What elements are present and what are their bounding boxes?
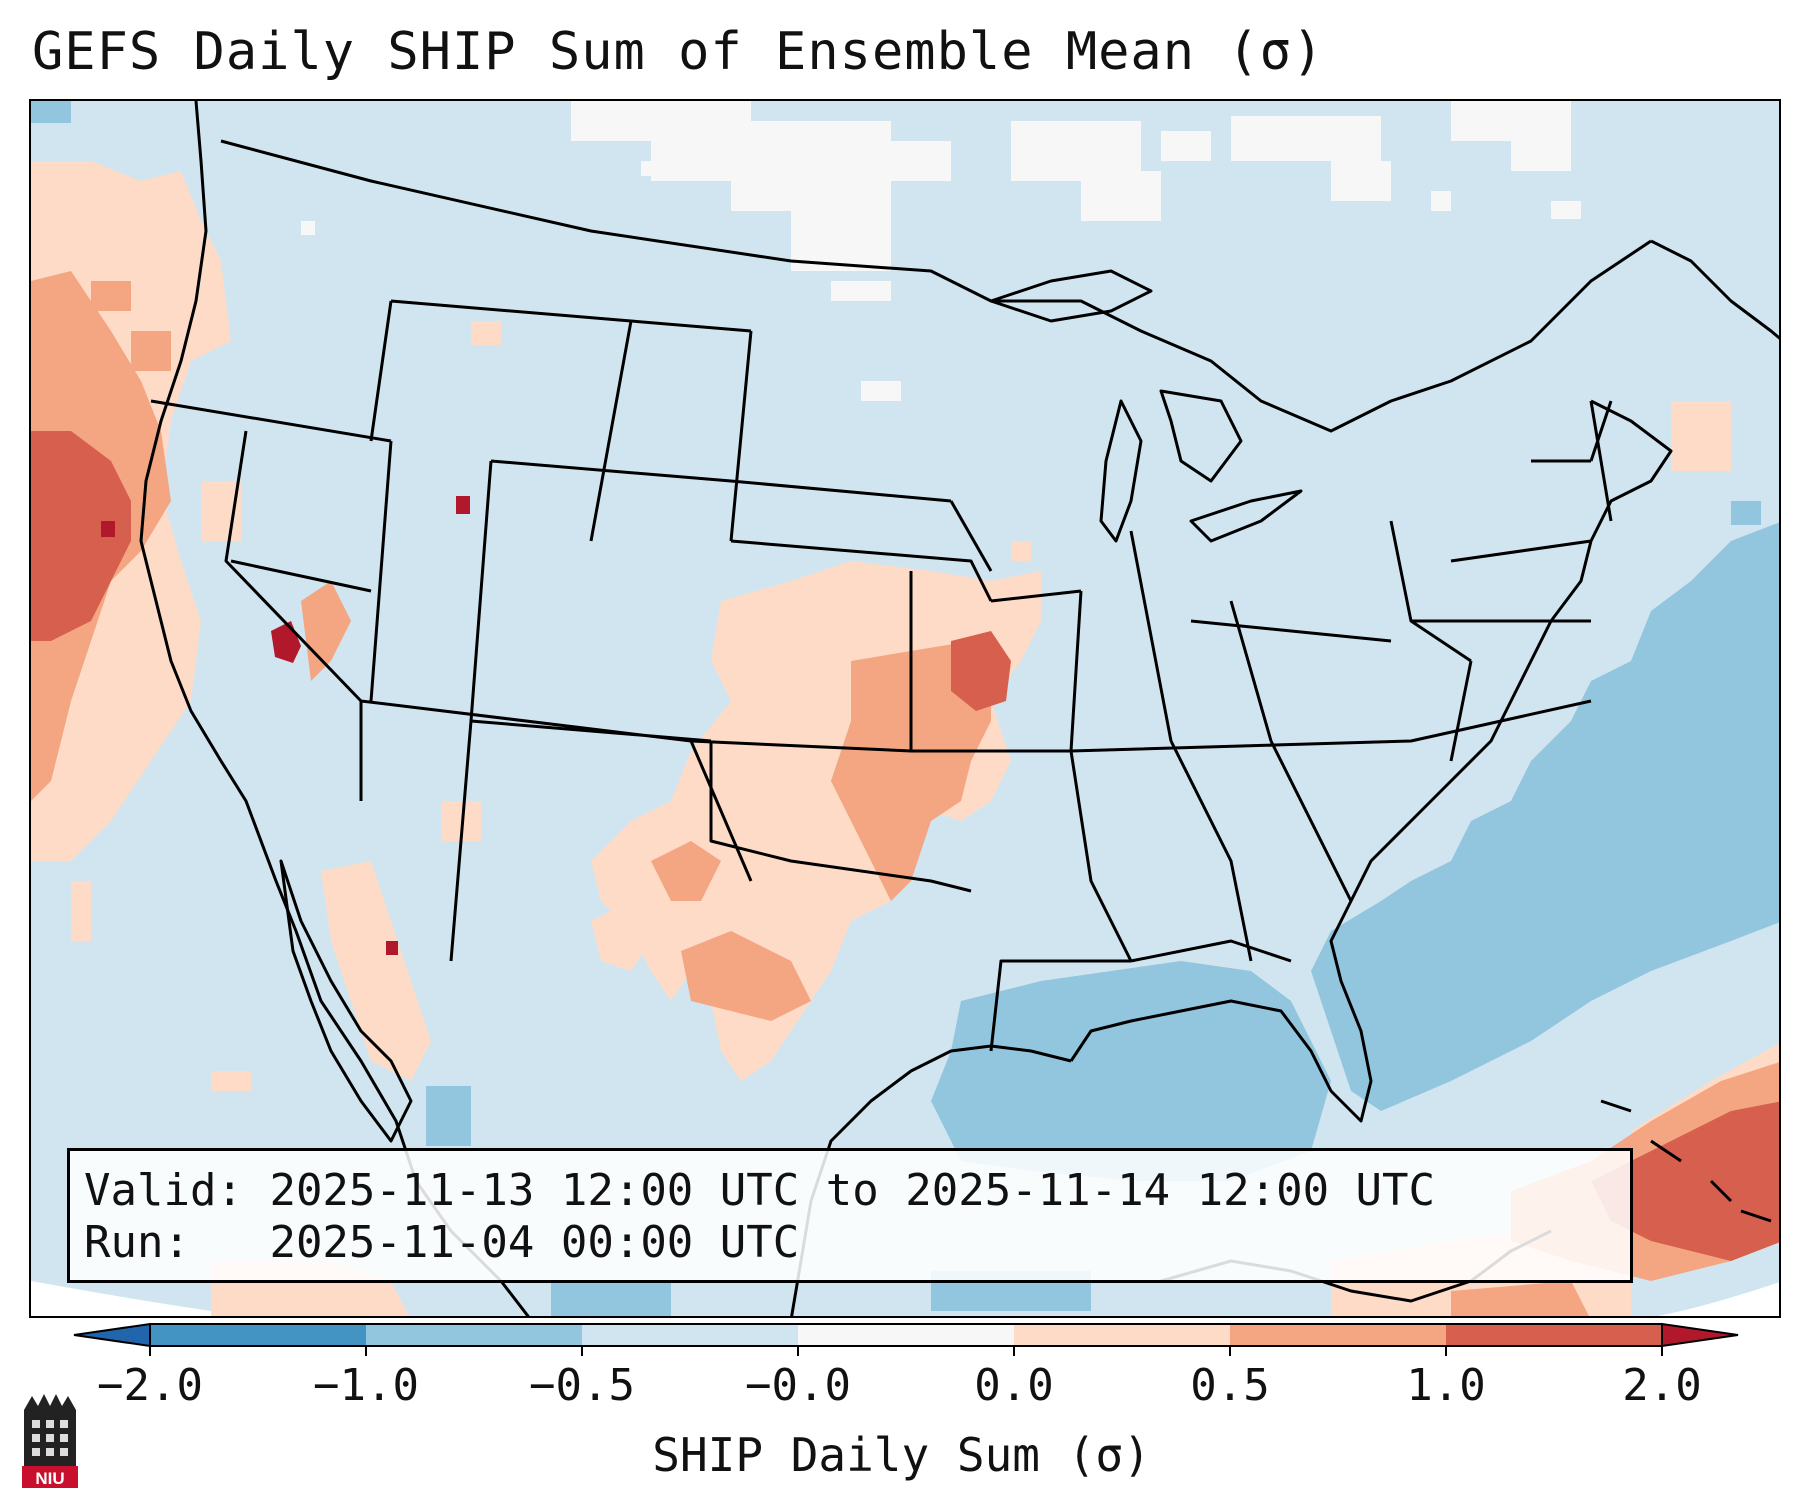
colorbar-bin-1-2 [1446, 1324, 1662, 1346]
colorbar-label: SHIP Daily Sum (σ) [652, 1428, 1151, 1482]
colorbar-tick-marks [149, 1346, 1663, 1356]
domain-corner-sw [31, 1281, 249, 1316]
colorbar-tick-label: −1.0 [313, 1360, 419, 1411]
colorbar-tick-label: 2.0 [1622, 1360, 1702, 1411]
colorbar-tick-label: 0.5 [1190, 1360, 1270, 1411]
lake-huron [1159, 389, 1243, 483]
map-panel [29, 99, 1781, 1318]
colorbar-tick-label: −0.5 [529, 1360, 635, 1411]
colorbar-tick-label: 1.0 [1406, 1360, 1486, 1411]
geographic-boundaries [139, 101, 1779, 1316]
state-lines [150, 299, 1613, 1052]
colorbar-tick-label: −0.0 [745, 1360, 851, 1411]
colorbar-extend-low [73, 1322, 151, 1348]
colorbar-bin-0-05 [1014, 1324, 1230, 1346]
map-canvas [31, 101, 1779, 1316]
valid-value: 2025-11-13 12:00 UTC to 2025-11-14 12:00… [269, 1165, 1436, 1216]
lake-erie [1189, 489, 1303, 543]
niu-castle-icon: NIU [22, 1394, 78, 1488]
run-value: 2025-11-04 00:00 UTC [269, 1217, 800, 1268]
colorbar [73, 1322, 1739, 1356]
chart-title: GEFS Daily SHIP Sum of Ensemble Mean (σ) [32, 22, 1325, 82]
canada-border [220, 139, 1652, 433]
colorbar-tick-label: −2.0 [97, 1360, 203, 1411]
east-coastline [1069, 239, 1779, 1123]
domain-corner-se [1657, 1282, 1779, 1316]
gulf-of-california [279, 859, 413, 1143]
run-label: Run: [84, 1217, 190, 1268]
bahamas-islands [1600, 1099, 1772, 1223]
negative-anomaly-areas [31, 101, 1779, 1316]
lake-michigan [1099, 399, 1143, 543]
colorbar-outline [149, 1323, 1663, 1347]
lake-superior [989, 269, 1153, 323]
valid-run-info-box: Valid: 2025-11-13 12:00 UTC to 2025-11-1… [67, 1148, 1633, 1283]
strong-positive-areas [31, 431, 1779, 1261]
colorbar-bin-05-1 [1230, 1324, 1446, 1346]
colorbar-bin-neg2-neg1 [150, 1324, 366, 1346]
colorbar-extend-high [1661, 1322, 1739, 1348]
valid-label: Valid: [84, 1165, 243, 1216]
colorbar-tick-label: 0.0 [974, 1360, 1054, 1411]
colorbar-bin-zero [798, 1324, 1014, 1346]
colorbar-bin-neg1-neg05 [366, 1324, 582, 1346]
logo-text: NIU [35, 1469, 64, 1488]
colorbar-bin-neg05-neg0 [582, 1324, 798, 1346]
